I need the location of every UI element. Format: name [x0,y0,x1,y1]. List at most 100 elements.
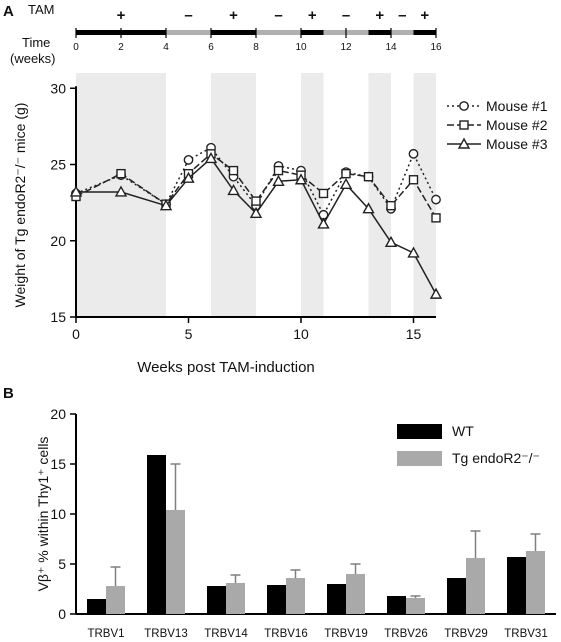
timeline-tick-label-1: 2 [118,42,124,53]
timeline-tick-label-6: 12 [340,42,352,53]
series-2 [71,149,441,223]
series-2-point-9 [318,188,329,199]
tam-segment-8 [413,30,436,35]
series-3-point-4 [204,151,218,164]
tam-mark-1: – [184,7,192,24]
series-2-point-11 [363,171,374,182]
bar-TRBV16-1 [267,585,286,614]
series-3-point-9 [317,217,330,229]
bar-legend-swatch-2 [397,451,442,466]
bar-TRBV13-2 [166,510,185,614]
tam-segment-2 [211,30,256,35]
shaded-band-3 [368,73,391,317]
bar-legend-label-1: WT [452,423,474,439]
series-3 [69,151,443,299]
y-tick-label-2: 25 [50,157,66,173]
timeline-tick-label-5: 10 [295,42,307,53]
series-3-point-2 [159,199,173,211]
x-tick-label-2: 10 [293,326,309,342]
shaded-band-2 [301,73,324,317]
series-3-point-3 [182,171,195,183]
tam-mark-8: + [420,7,429,24]
series-3-point-8 [294,173,308,185]
series-3-point-6 [249,206,263,219]
tam-segment-4 [301,30,324,35]
category-label-3: TRBV16 [264,628,307,640]
panel-b-letter: B [3,385,14,402]
timeline-tick-label-8: 16 [430,42,442,53]
series-3-point-10 [339,177,353,190]
x-tick-label-3: 15 [406,326,422,342]
tam-segment-7 [391,30,414,35]
bar-TRBV26-2 [406,598,425,614]
category-label-4: TRBV19 [324,628,367,640]
y-axis-label: Weight of Tg endoR2⁻/⁻ mice (g) [12,103,28,308]
bar-TRBV1-1 [87,599,106,614]
bar-chart-bars: TRBV1 TRBV13 TRBV14 TRBV16 TRBV19 TRBV26 TRBV2… [87,455,548,640]
bar-TRBV26-1 [387,596,406,614]
bar-TRBV19-1 [327,584,346,614]
series-1-point-14 [431,194,441,205]
legend-marker-1 [459,101,469,111]
bar-TRBV19-2 [346,574,365,614]
bar-y-tick-label-4: 20 [50,406,66,422]
y-tick-label-0: 15 [50,309,66,325]
tam-timeline: 0 2 4 6 8 10 12 14 16+ – + – + – + – + [73,7,442,53]
time-label-line1: Time [22,35,50,50]
x-tick-label-0: 0 [72,326,80,342]
series-2-point-13 [408,175,419,185]
y-tick-label-3: 30 [50,80,66,96]
category-label-6: TRBV29 [444,628,487,640]
series-3-point-5 [227,183,240,196]
category-label-0: TRBV1 [87,628,124,640]
series-3-point-12 [384,235,398,247]
legend-label-3: Mouse #3 [486,136,548,152]
timeline-tick-label-0: 0 [73,42,79,53]
x-tick-label-1: 5 [185,326,193,342]
timeline-tick-label-4: 8 [253,42,259,53]
tam-mark-3: – [274,7,282,24]
line-chart-legend: Mouse #1 Mouse #2 Mouse #3 [447,98,548,152]
bar-y-tick-label-0: 0 [58,606,66,622]
series-3-point-1 [114,185,128,197]
bar-legend-label-2: Tg endoR2⁻/⁻ [452,450,540,466]
bar-TRBV31-2 [526,551,545,614]
tam-segment-3 [256,30,301,35]
y-tick-label-1: 20 [50,233,66,249]
bar-legend-swatch-1 [397,424,442,439]
series-3-point-0 [69,185,83,197]
bar-TRBV1-2 [106,586,125,614]
x-axis-label: Weeks post TAM-induction [137,359,315,376]
panel-a-letter: A [3,3,14,20]
series-2-point-1 [116,168,126,179]
series-3-point-14 [429,287,443,299]
tam-mark-5: – [342,7,350,24]
series-2-point-7 [273,165,284,176]
category-label-7: TRBV31 [504,628,547,640]
timeline-tick-label-3: 6 [208,42,214,53]
tam-mark-0: + [117,7,126,24]
tam-segment-6 [368,30,391,35]
series-3-point-11 [362,202,375,214]
timeline-tick-label-7: 14 [385,42,397,53]
series-2-point-5 [228,165,239,176]
bar-y-tick-label-3: 15 [50,456,66,472]
series-2-point-10 [341,168,351,179]
tam-label: TAM [28,2,54,17]
time-label-line2: (weeks) [10,51,56,66]
bar-TRBV31-1 [507,557,526,614]
legend-marker-2 [459,120,469,130]
legend-label-1: Mouse #1 [486,98,548,114]
line-chart-series [69,142,443,299]
series-1-point-3 [183,155,194,165]
category-label-1: TRBV13 [144,628,187,640]
category-label-2: TRBV14 [204,628,248,640]
legend-marker-3 [457,137,471,149]
series-1-point-13 [408,148,419,159]
series-3-point-13 [407,246,420,258]
tam-segment-1 [166,30,211,35]
bar-TRBV16-2 [286,578,305,614]
